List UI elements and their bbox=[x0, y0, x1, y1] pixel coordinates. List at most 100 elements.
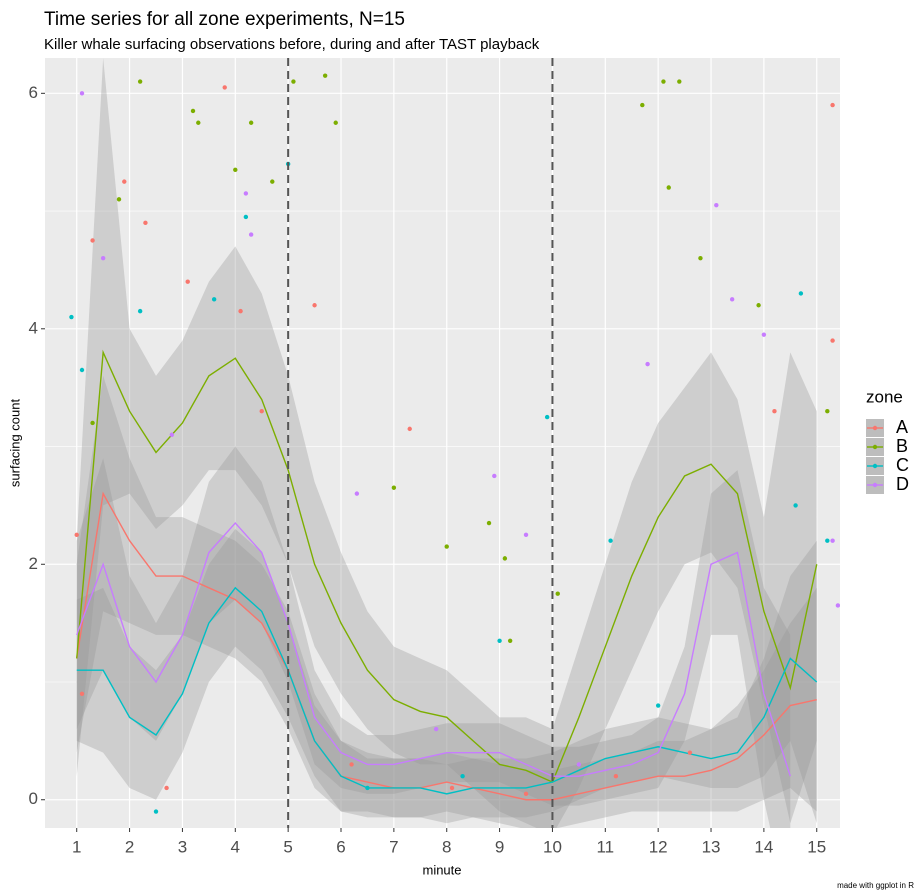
data-point bbox=[211, 297, 217, 302]
data-point bbox=[243, 191, 249, 196]
lines bbox=[76, 349, 818, 801]
data-point bbox=[233, 167, 238, 173]
data-point bbox=[248, 232, 254, 237]
data-point bbox=[116, 197, 122, 202]
data-point bbox=[69, 314, 74, 320]
data-point bbox=[90, 238, 95, 243]
confidence-band bbox=[76, 446, 791, 828]
data-point bbox=[830, 338, 835, 343]
data-point bbox=[79, 691, 85, 696]
data-point bbox=[645, 361, 650, 367]
data-point bbox=[196, 120, 201, 125]
legend-key-point bbox=[872, 482, 878, 488]
x-tick-label: 3 bbox=[178, 837, 187, 856]
data-point bbox=[523, 532, 529, 538]
x-axis-label: minute bbox=[422, 862, 461, 877]
data-point bbox=[349, 762, 354, 767]
data-point bbox=[444, 544, 449, 549]
data-point bbox=[825, 538, 830, 543]
data-point bbox=[772, 409, 777, 414]
data-point bbox=[655, 703, 661, 708]
data-point bbox=[507, 638, 513, 643]
x-tick-label: 7 bbox=[389, 837, 398, 856]
data-point bbox=[433, 726, 439, 732]
smooth-line bbox=[76, 491, 817, 801]
x-tick-label: 6 bbox=[336, 837, 345, 856]
x-tick-label: 12 bbox=[649, 837, 668, 856]
data-point bbox=[185, 279, 190, 284]
data-point bbox=[523, 791, 529, 797]
data-point bbox=[190, 108, 196, 114]
data-point bbox=[312, 303, 317, 308]
y-tick-label: 6 bbox=[29, 83, 38, 102]
legend-label: C bbox=[896, 455, 909, 475]
data-point bbox=[613, 773, 619, 779]
data-point bbox=[640, 102, 645, 108]
data-point bbox=[835, 603, 840, 608]
data-point bbox=[122, 179, 127, 184]
chart-subtitle: Killer whale surfacing observations befo… bbox=[44, 36, 540, 53]
y-tick-label: 4 bbox=[29, 318, 38, 337]
data-point bbox=[238, 308, 243, 314]
grid bbox=[45, 58, 840, 828]
legend-label: D bbox=[896, 474, 909, 494]
data-point bbox=[100, 255, 106, 261]
data-point bbox=[391, 485, 397, 490]
data-point bbox=[714, 202, 719, 208]
smooth-line bbox=[76, 349, 818, 784]
data-point bbox=[407, 426, 412, 432]
data-point bbox=[143, 220, 148, 226]
data-point bbox=[687, 750, 693, 755]
data-point bbox=[164, 785, 169, 791]
data-point bbox=[74, 532, 79, 538]
data-point bbox=[698, 255, 703, 261]
data-point bbox=[502, 556, 508, 561]
legend-title: zone bbox=[866, 387, 903, 406]
data-point bbox=[79, 367, 85, 373]
legend-key-point bbox=[872, 463, 878, 469]
data-point bbox=[492, 473, 497, 479]
x-tick-label: 10 bbox=[543, 837, 562, 856]
x-tick-label: 15 bbox=[807, 837, 826, 856]
data-point bbox=[729, 297, 735, 302]
data-point bbox=[137, 308, 143, 314]
data-point bbox=[825, 409, 830, 414]
data-point bbox=[322, 73, 328, 78]
data-point bbox=[137, 79, 143, 84]
x-tick-label: 4 bbox=[231, 837, 240, 856]
caption: made with ggplot in R bbox=[837, 881, 914, 890]
data-point bbox=[243, 214, 249, 220]
x-tick-label: 11 bbox=[596, 837, 614, 856]
data-point bbox=[555, 591, 560, 596]
y-tick-label: 2 bbox=[29, 554, 38, 573]
x-tick-label: 2 bbox=[125, 837, 134, 856]
data-point bbox=[270, 179, 275, 184]
data-point bbox=[661, 79, 666, 84]
chart-title: Time series for all zone experiments, N=… bbox=[44, 9, 405, 30]
data-point bbox=[354, 491, 360, 496]
data-point bbox=[756, 303, 761, 308]
data-point bbox=[830, 538, 835, 543]
x-tick-label: 13 bbox=[702, 837, 721, 856]
data-point bbox=[677, 79, 682, 84]
data-point bbox=[365, 785, 370, 791]
data-point bbox=[544, 414, 550, 420]
data-point bbox=[666, 185, 671, 190]
y-axis-label: surfacing count bbox=[7, 399, 22, 488]
x-tick-label: 8 bbox=[442, 837, 451, 856]
x-tick-label: 9 bbox=[495, 837, 504, 856]
data-point bbox=[761, 332, 767, 337]
x-tick-label: 5 bbox=[283, 837, 292, 856]
x-tick-label: 1 bbox=[72, 837, 81, 856]
smooth-line bbox=[76, 586, 818, 795]
points bbox=[69, 73, 840, 814]
data-point bbox=[460, 773, 465, 779]
data-point bbox=[169, 432, 175, 437]
data-point bbox=[449, 785, 455, 791]
y-tick-label: 0 bbox=[29, 789, 38, 808]
data-point bbox=[79, 91, 85, 96]
plot-panel bbox=[45, 58, 840, 828]
